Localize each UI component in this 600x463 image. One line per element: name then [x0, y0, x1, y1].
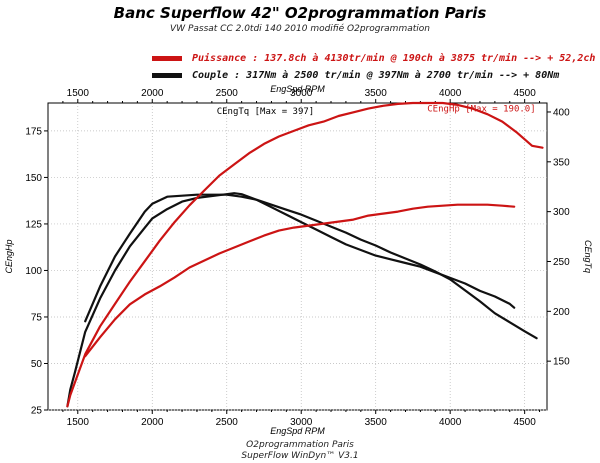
footer-line-1: O2programmation Paris [246, 440, 354, 450]
x-tick-label-bottom: 2000 [141, 417, 164, 428]
footer-line-2: SuperFlow WinDyn™ V3.1 [241, 451, 359, 461]
x-tick-label-bottom: 1500 [67, 417, 90, 428]
y-right-axis-title: CEngTq [583, 240, 593, 273]
legend-torque: Couple : 317Nm à 2500 tr/min @ 397Nm à 2… [152, 68, 559, 82]
legend-power-swatch [152, 55, 182, 61]
y-right-tick-label: 250 [553, 257, 570, 268]
y-left-tick-label: 25 [31, 406, 43, 417]
y-left-tick-label: 175 [25, 126, 42, 137]
y-right-tick-label: 350 [553, 157, 570, 168]
y-right-tick-label: 300 [553, 207, 570, 218]
x-tick-label-top: 4500 [514, 88, 537, 99]
series-mod_torque [84, 203, 516, 358]
y-left-axis-title: CEngHp [4, 239, 14, 273]
legend-torque-swatch [152, 72, 182, 78]
x-tick-label-bottom: 4500 [514, 417, 537, 428]
x-tick-label-top: 1500 [67, 88, 90, 99]
x-tick-label-top: 3000 [290, 88, 313, 99]
legend-power-text: Puissance : 137.8ch à 4130tr/min @ 190ch… [192, 52, 596, 64]
y-left-tick-label: 125 [25, 219, 42, 230]
x-axis-title-top: EngSpd RPM [270, 84, 325, 94]
y-left-tick-label: 75 [31, 312, 43, 323]
y-left-tick-label: 150 [25, 173, 42, 184]
max-annotation-1: CEngHp [Max = 190.0] [427, 105, 535, 115]
chart-subtitle: VW Passat CC 2.0tdi 140 2010 modifié O2p… [170, 24, 430, 34]
legend-torque-text: Couple : 317Nm à 2500 tr/min @ 397Nm à 2… [192, 69, 560, 81]
max-annotation-0: CEngTq [Max = 397] [217, 107, 315, 117]
x-tick-label-bottom: 4000 [439, 417, 462, 428]
y-right-tick-label: 200 [553, 307, 570, 318]
x-tick-label-bottom: 3500 [365, 417, 388, 428]
series-mod_power [66, 101, 544, 408]
y-right-tick-label: 400 [553, 107, 570, 118]
chart-title: Banc Superflow 42" O2programmation Paris [113, 4, 487, 22]
x-tick-label-top: 4000 [439, 88, 462, 99]
x-tick-label-top: 3500 [365, 88, 388, 99]
x-axis-title-bottom: EngSpd RPM [270, 426, 325, 436]
y-right-tick-label: 150 [553, 357, 570, 368]
y-left-tick-label: 50 [31, 359, 43, 370]
x-tick-label-top: 2500 [216, 88, 239, 99]
legend-power: Puissance : 137.8ch à 4130tr/min @ 190ch… [152, 51, 595, 65]
x-tick-label-top: 2000 [141, 88, 164, 99]
y-left-tick-label: 100 [25, 266, 42, 277]
series-stock_torque [84, 193, 538, 340]
plot-frame [47, 102, 548, 411]
x-tick-label-bottom: 3000 [290, 417, 313, 428]
x-tick-label-bottom: 2500 [216, 417, 239, 428]
